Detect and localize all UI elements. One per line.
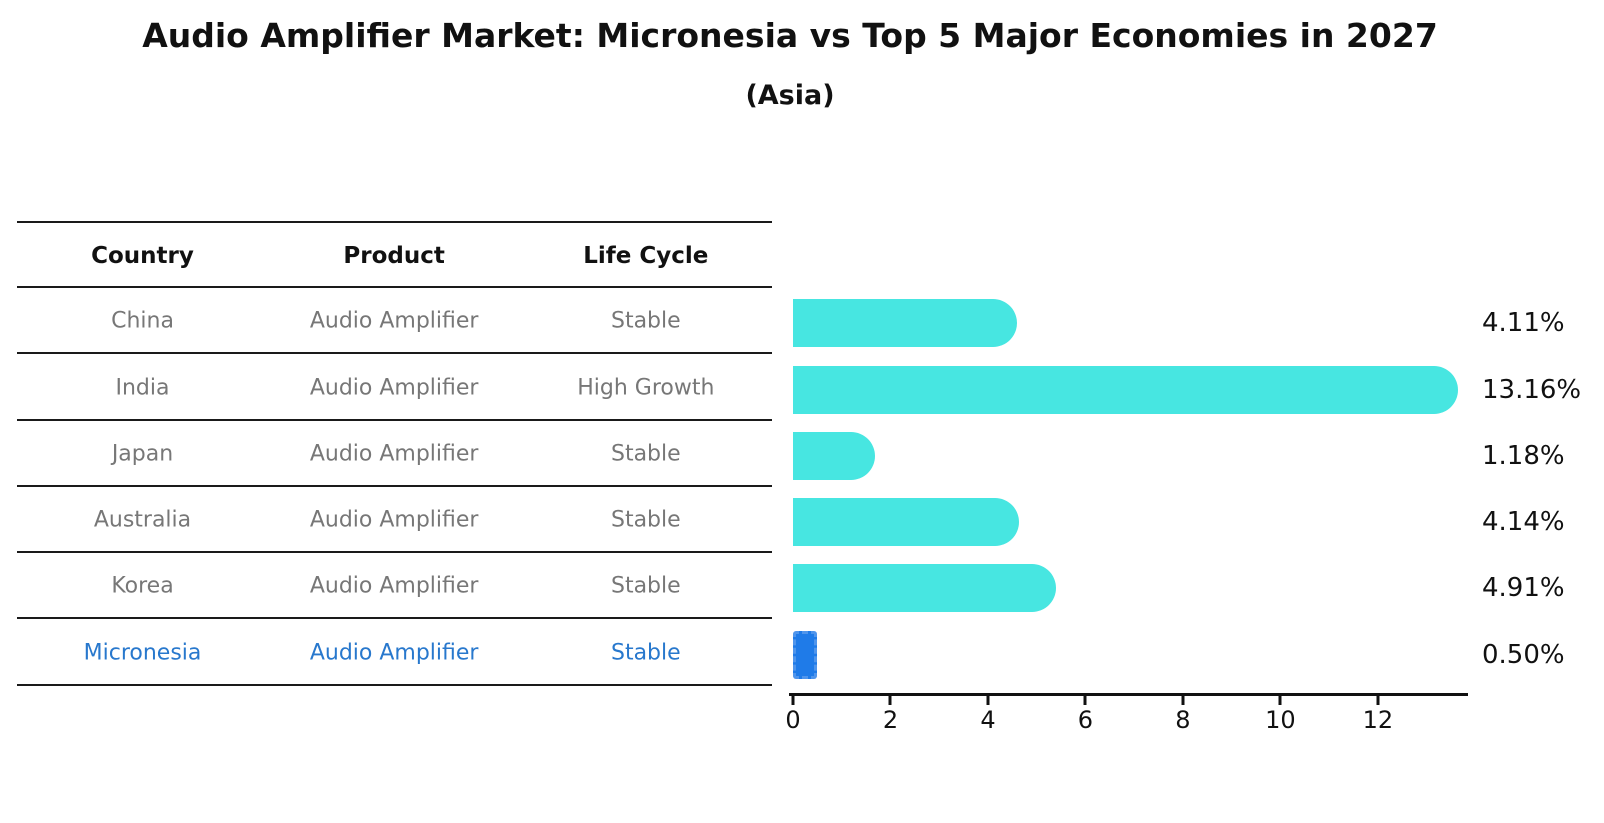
- table-cell-life_cycle: Stable: [610, 441, 681, 467]
- x-tick-label: 8: [1175, 706, 1191, 734]
- value-label-australia: 4.14%: [1482, 507, 1565, 537]
- table-cell-country: Micronesia: [83, 640, 202, 665]
- x-axis-line: [789, 693, 1468, 696]
- table-cell-life_cycle: Stable: [610, 507, 681, 533]
- value-label-china: 4.11%: [1482, 308, 1565, 338]
- x-tick-label: 4: [980, 706, 996, 734]
- x-tick-label: 0: [785, 706, 801, 734]
- table-cell-life_cycle: High Growth: [577, 375, 715, 400]
- table-header-life-cycle: Life Cycle: [583, 242, 709, 269]
- x-tick-mark: [888, 696, 892, 705]
- chart-subtitle: (Asia): [745, 80, 835, 111]
- table-header-country: Country: [91, 242, 194, 269]
- table-cell-country: Australia: [93, 507, 192, 533]
- table-cell-product: Audio Amplifier: [309, 507, 479, 533]
- bar-micronesia[interactable]: [793, 630, 818, 679]
- table-cell-product: Audio Amplifier: [309, 441, 479, 467]
- x-tick-label: 6: [1077, 706, 1094, 734]
- bar-australia[interactable]: [793, 498, 1019, 546]
- x-tick-mark: [1083, 696, 1087, 705]
- table-rule: [17, 684, 772, 686]
- bar-china[interactable]: [793, 299, 1018, 347]
- table-cell-product: Audio Amplifier: [309, 375, 479, 400]
- table-rule: [17, 286, 772, 288]
- table-cell-product: Audio Amplifier: [309, 308, 479, 334]
- table-cell-life_cycle: Stable: [610, 640, 681, 665]
- x-tick-mark: [1278, 696, 1282, 705]
- table-cell-product: Audio Amplifier: [309, 640, 479, 665]
- bar-india[interactable]: [793, 365, 1459, 414]
- x-tick-mark: [986, 696, 990, 705]
- value-label-micronesia: 0.50%: [1482, 639, 1565, 670]
- table-rule: [17, 617, 772, 619]
- x-tick-mark: [1376, 696, 1380, 705]
- table-rule: [17, 485, 772, 487]
- x-tick-label: 10: [1265, 706, 1296, 734]
- table-cell-life_cycle: Stable: [610, 308, 681, 334]
- x-tick-mark: [1181, 696, 1185, 705]
- x-tick-label: 2: [882, 706, 899, 734]
- value-label-india: 13.16%: [1482, 374, 1582, 405]
- table-rule: [17, 419, 772, 421]
- bar-japan[interactable]: [793, 432, 875, 480]
- x-tick-mark: [791, 696, 795, 705]
- table-cell-country: Japan: [111, 441, 174, 467]
- table-cell-country: Korea: [111, 573, 174, 599]
- table-rule: [17, 352, 772, 354]
- table-cell-country: China: [111, 308, 174, 334]
- table-cell-life_cycle: Stable: [610, 573, 681, 599]
- bar-korea[interactable]: [793, 564, 1057, 612]
- table-rule: [17, 551, 772, 553]
- chart-title: Audio Amplifier Market: Micronesia vs To…: [142, 16, 1438, 55]
- value-label-japan: 1.18%: [1482, 441, 1565, 471]
- table-cell-product: Audio Amplifier: [309, 573, 479, 599]
- x-tick-label: 12: [1362, 706, 1394, 734]
- table-top-rule: [17, 221, 772, 223]
- value-label-korea: 4.91%: [1482, 573, 1565, 603]
- table-cell-country: India: [115, 375, 170, 400]
- table-header-product: Product: [343, 242, 445, 269]
